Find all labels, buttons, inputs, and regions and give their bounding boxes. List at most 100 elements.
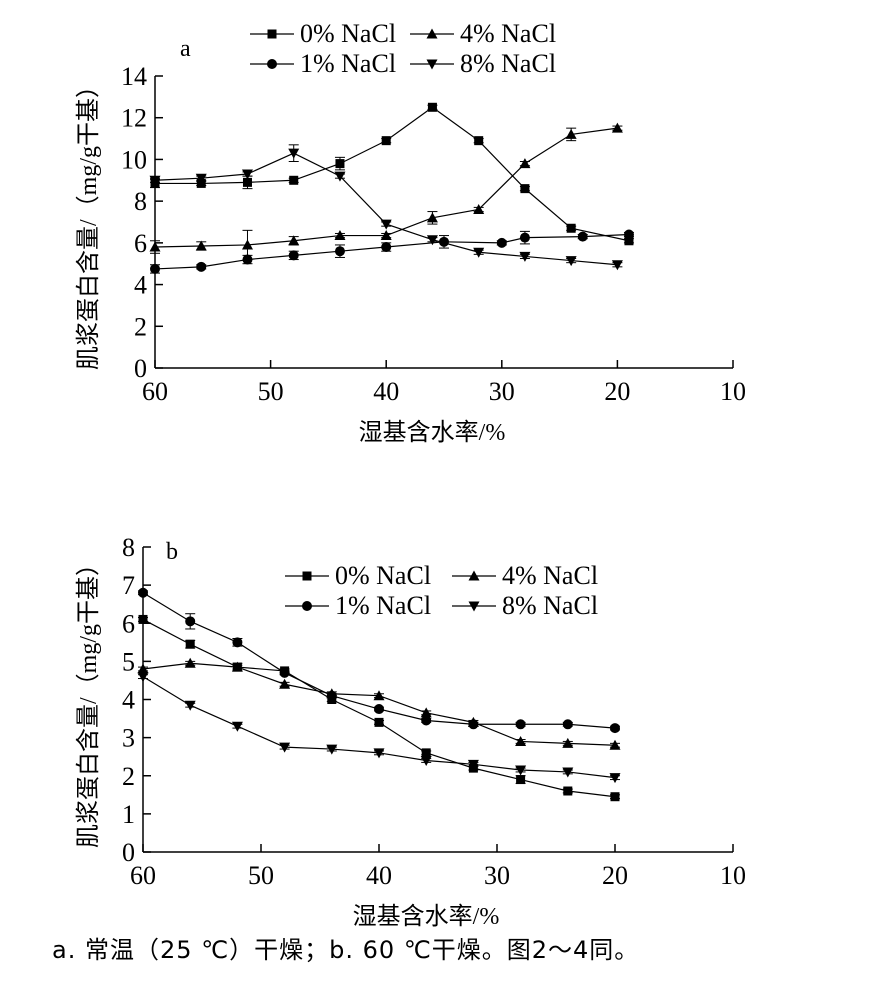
panel-label: b — [166, 539, 178, 565]
data-point — [610, 792, 620, 802]
y-tick-label: 4 — [122, 686, 135, 715]
data-point — [335, 159, 345, 169]
data-point — [195, 173, 207, 184]
data-point — [515, 719, 526, 730]
data-point — [610, 723, 620, 734]
x-tick-label: 50 — [248, 861, 274, 890]
y-tick-label: 5 — [122, 647, 135, 676]
data-point — [421, 715, 432, 726]
legend-marker — [302, 601, 312, 611]
legend-marker — [426, 59, 438, 70]
data-point — [242, 254, 253, 265]
data-point — [241, 239, 253, 250]
data-point — [565, 128, 577, 139]
y-tick-label: 8 — [122, 533, 135, 562]
data-point — [137, 663, 149, 674]
x-tick-label: 30 — [484, 861, 510, 890]
data-point — [373, 748, 385, 759]
data-point — [496, 237, 507, 248]
data-point — [373, 690, 385, 701]
series-line — [154, 233, 629, 270]
data-point — [241, 169, 253, 180]
data-point — [611, 122, 623, 133]
data-point — [609, 773, 621, 784]
data-point — [380, 230, 392, 241]
data-point — [334, 171, 346, 182]
legend-marker — [426, 28, 438, 39]
legend-label: 8% NaCl — [460, 49, 556, 78]
data-point — [288, 148, 300, 159]
data-point — [185, 639, 195, 649]
y-tick-label: 12 — [121, 104, 147, 133]
series-line — [155, 106, 630, 242]
legend: 0% NaCl 4% NaCl 1% NaCl 8% NaCl — [285, 561, 598, 620]
y-tick-label: 4 — [134, 271, 147, 300]
x-tick-label: 20 — [604, 377, 630, 406]
data-point — [519, 232, 530, 243]
y-tick-label: 1 — [122, 800, 135, 829]
x-axis-label: 湿基含水率/% — [359, 419, 506, 446]
data-point — [381, 242, 392, 253]
y-tick-label: 3 — [122, 724, 135, 753]
series-4nacl — [149, 122, 623, 261]
data-point — [288, 250, 299, 261]
data-point — [427, 102, 437, 112]
data-point — [137, 672, 149, 683]
panel-label: a — [180, 36, 191, 62]
y-tick-label: 2 — [122, 762, 135, 791]
x-axis-label: 湿基含水率/% — [353, 903, 500, 930]
data-point — [515, 735, 527, 746]
y-axis-label: 肌浆蛋白含量/（mg/g干基） — [75, 74, 102, 370]
series-8nacl — [149, 144, 623, 271]
legend: 0% NaCl 4% NaCl 1% NaCl 8% NaCl — [250, 19, 556, 78]
data-point — [468, 719, 479, 730]
chart-panel-b: 60 50 40 30 20 10 0 1 2 3 4 5 6 7 8 湿基含水率/% 肌浆蛋白含量/（mg/g… — [75, 533, 746, 930]
legend-label: 0% NaCl — [300, 19, 396, 48]
legend-marker — [267, 59, 277, 69]
series-1nacl — [138, 587, 620, 734]
figure-caption: a. 常温（25 ℃）干燥；b. 60 ℃干燥。图2～4同。 — [52, 936, 640, 964]
legend-label: 8% NaCl — [502, 591, 598, 620]
series-1nacl — [150, 229, 634, 274]
data-point — [374, 704, 384, 715]
data-point — [611, 260, 623, 271]
data-point — [149, 241, 161, 252]
data-point — [473, 247, 485, 258]
data-point — [520, 184, 530, 194]
data-point — [519, 251, 531, 262]
data-point — [232, 637, 243, 648]
data-point — [563, 786, 573, 796]
data-point — [185, 616, 196, 627]
y-tick-label: 8 — [134, 187, 147, 216]
data-point — [279, 678, 291, 689]
x-tick-label: 10 — [720, 377, 746, 406]
data-point — [624, 236, 634, 246]
data-point — [426, 235, 438, 246]
data-point — [420, 756, 432, 766]
series-8nacl — [137, 672, 621, 784]
legend-label: 1% NaCl — [300, 49, 396, 78]
data-point — [515, 765, 527, 776]
data-point — [562, 737, 574, 748]
x-tick-label: 60 — [142, 377, 168, 406]
data-point — [426, 212, 438, 223]
data-point — [577, 231, 588, 242]
x-tick-label: 50 — [258, 377, 284, 406]
y-tick-label: 0 — [134, 354, 147, 383]
data-point — [184, 700, 196, 711]
legend-marker — [468, 601, 480, 612]
data-point — [473, 203, 485, 214]
data-point — [562, 767, 574, 778]
data-point — [467, 759, 479, 770]
data-point — [381, 136, 391, 146]
data-point — [562, 719, 573, 730]
data-point — [623, 229, 634, 240]
data-point — [609, 739, 621, 750]
data-point — [420, 707, 432, 718]
data-point — [516, 775, 526, 785]
y-tick-label: 0 — [122, 838, 135, 867]
x-tick-label: 20 — [602, 861, 628, 890]
legend-marker — [267, 29, 277, 39]
data-point — [326, 744, 338, 755]
